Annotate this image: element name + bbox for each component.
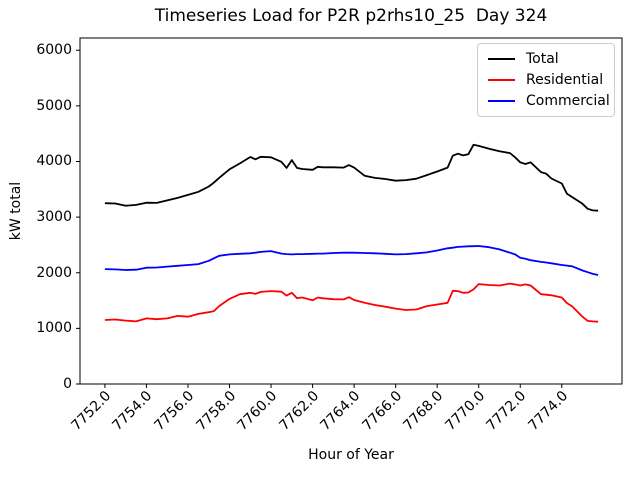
series-line-residential <box>104 282 599 323</box>
y-tick-label: 4000 <box>36 153 72 170</box>
series-line-total <box>104 143 599 212</box>
y-tick-label: 1000 <box>36 320 72 337</box>
legend-entry-commercial: Commercial <box>488 90 610 111</box>
series-line-commercial <box>104 245 599 276</box>
x-axis-label: Hour of Year <box>308 447 394 463</box>
y-tick-label: 2000 <box>36 264 72 281</box>
legend-line-sample <box>488 57 515 60</box>
legend: Total Residential Commercial <box>477 43 615 117</box>
legend-line-sample <box>488 99 515 102</box>
legend-label: Commercial <box>526 92 610 109</box>
y-tick-label: 3000 <box>36 209 72 226</box>
legend-line-sample <box>488 78 515 81</box>
axes-frame <box>79 37 623 385</box>
y-axis-label: kW total <box>8 181 24 241</box>
y-tick-label: 0 <box>63 376 72 392</box>
legend-label: Total <box>526 50 559 67</box>
chart-title: Timeseries Load for P2R p2rhs10_25 Day 3… <box>154 6 548 26</box>
legend-label: Residential <box>526 71 604 88</box>
y-tick-label: 5000 <box>36 97 72 114</box>
y-tick-label: 6000 <box>36 42 72 59</box>
legend-entry-residential: Residential <box>488 69 606 90</box>
legend-entry-total: Total <box>488 48 606 69</box>
